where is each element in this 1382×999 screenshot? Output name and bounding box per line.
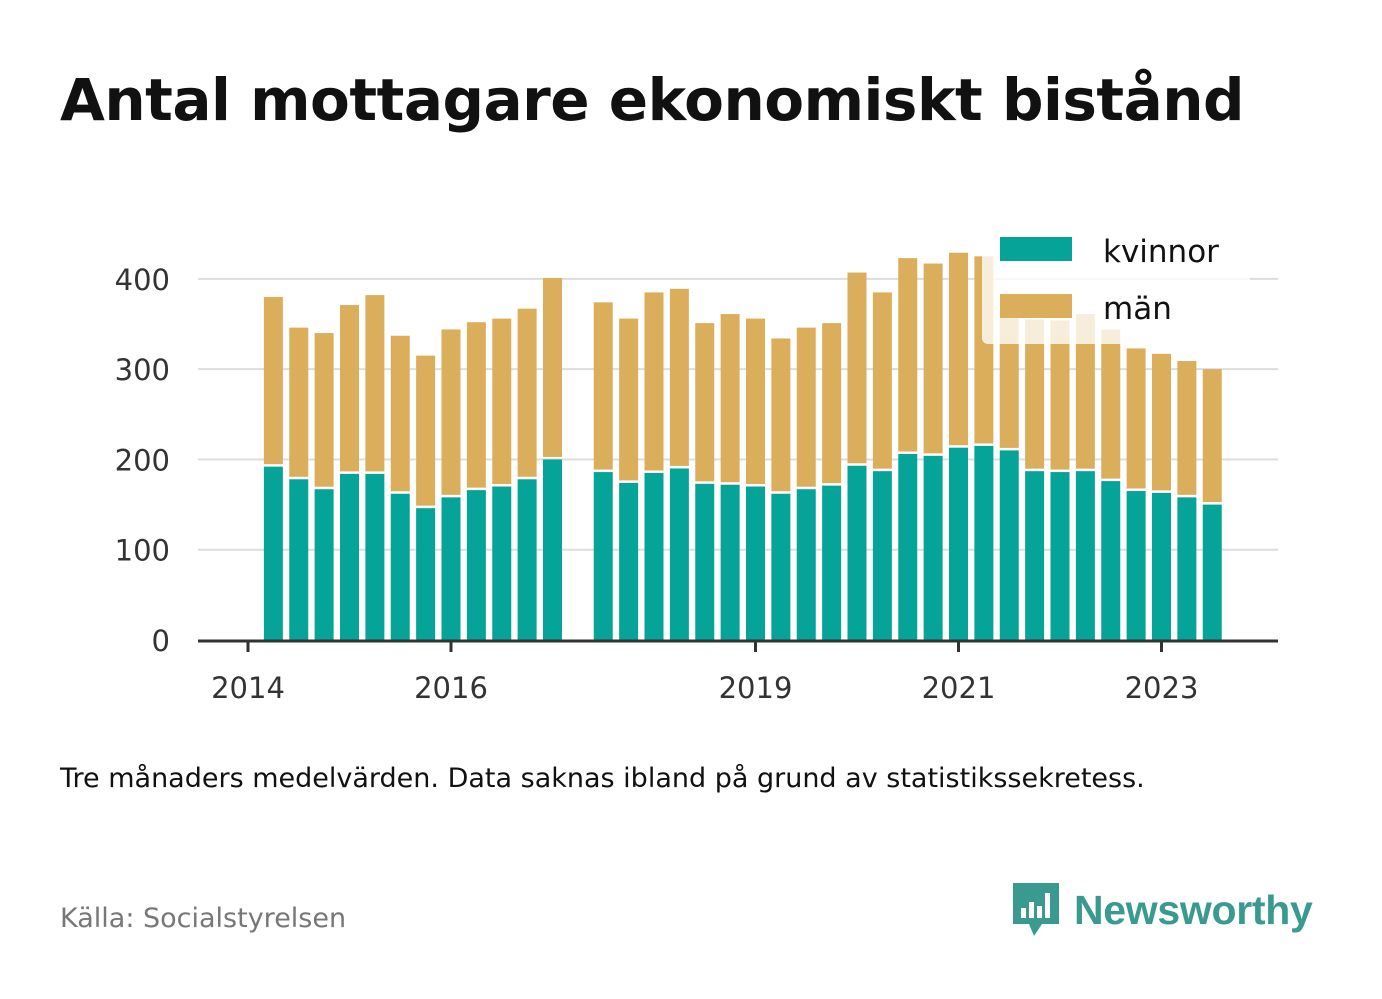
bar-kvinnor [872, 471, 892, 640]
bar-kvinnor [340, 473, 359, 640]
bar-kvinnor [543, 459, 562, 640]
chart-note: Tre månaders medelvärden. Data saknas ib… [60, 763, 1145, 794]
bar-kvinnor [1025, 471, 1045, 640]
bar-kvinnor [466, 490, 486, 640]
y-tick-label: 400 [115, 263, 170, 297]
bar-kvinnor [999, 450, 1019, 640]
bar-man [619, 318, 639, 481]
bar-man [847, 272, 867, 464]
bar-kvinnor [1126, 491, 1146, 640]
bar-man [1152, 353, 1171, 491]
y-axis: 0 100 200 300 400 [115, 263, 170, 658]
chart-title: Antal mottagare ekonomiskt bistånd [60, 66, 1245, 134]
bar-man [746, 318, 765, 485]
bar-man [923, 263, 943, 454]
bar-kvinnor [923, 455, 943, 640]
bar-kvinnor [720, 484, 740, 640]
bar-kvinnor [1177, 497, 1197, 640]
bar-man [822, 323, 842, 484]
bar-man [517, 308, 537, 477]
y-tick-label: 0 [152, 624, 170, 658]
bar-kvinnor [365, 473, 385, 640]
y-tick-label: 200 [115, 443, 170, 477]
bar-kvinnor [314, 489, 334, 640]
bar-man [1050, 320, 1070, 470]
bar-man [390, 335, 410, 492]
bar-man [466, 322, 486, 488]
source-text: Källa: Socialstyrelsen [60, 903, 347, 934]
bar-kvinnor [416, 508, 436, 640]
bar-man [1126, 348, 1146, 489]
brand-name: Newsworthy [1074, 886, 1313, 933]
bar-kvinnor [949, 447, 968, 640]
bar-man [771, 338, 791, 492]
bar-man [441, 329, 461, 495]
bar-man [796, 327, 816, 487]
bar-man [543, 277, 562, 457]
bar-man [669, 288, 689, 466]
bar-kvinnor [1152, 492, 1171, 640]
bar-kvinnor [796, 489, 816, 640]
bar-kvinnor [974, 445, 994, 640]
legend: kvinnor män [982, 222, 1250, 344]
bar-man [872, 292, 892, 469]
legend-label-kvinnor: kvinnor [1103, 234, 1219, 270]
bar-kvinnor [517, 479, 537, 640]
legend-label-man: män [1103, 291, 1172, 327]
y-tick-label: 100 [115, 534, 170, 568]
bar-kvinnor [898, 454, 918, 640]
x-tick-label: 2019 [719, 671, 793, 705]
legend-swatch-kvinnor [1000, 237, 1072, 261]
bar-kvinnor [1202, 504, 1222, 640]
chart: 0 100 200 300 400 2014 2016 2019 2021 2023 kvinn… [114, 222, 1278, 705]
bar-kvinnor [1075, 471, 1095, 640]
bar-kvinnor [1050, 472, 1070, 640]
x-tick-label: 2021 [922, 671, 996, 705]
bar-man [263, 296, 283, 465]
x-axis: 2014 2016 2019 2021 2023 [198, 639, 1278, 705]
x-tick-label: 2014 [211, 671, 285, 705]
bar-kvinnor [822, 485, 842, 640]
bar-kvinnor [492, 486, 512, 640]
bar-kvinnor [644, 472, 664, 640]
bar-kvinnor [441, 497, 461, 640]
bar-man [365, 295, 385, 472]
bar-man [898, 258, 918, 452]
bar-man [1202, 369, 1222, 503]
bar-kvinnor [390, 493, 410, 640]
x-tick-label: 2016 [414, 671, 488, 705]
bar-man [289, 327, 309, 477]
bar-kvinnor [619, 482, 639, 640]
chart-bubble-icon [1013, 883, 1059, 936]
bar-man [720, 314, 740, 483]
bar-man [1075, 314, 1095, 469]
bar-kvinnor [746, 486, 765, 640]
y-tick-label: 300 [115, 353, 170, 387]
bar-kvinnor [593, 472, 613, 640]
bar-man [695, 323, 715, 482]
bar-man [340, 305, 359, 472]
bar-man [1101, 329, 1121, 479]
bar-kvinnor [263, 466, 283, 640]
bar-man [314, 333, 334, 487]
bar-man [644, 292, 664, 471]
bar-kvinnor [289, 479, 309, 640]
x-tick-label: 2023 [1125, 671, 1199, 705]
bars [263, 252, 1222, 640]
bar-kvinnor [771, 493, 791, 640]
bar-kvinnor [695, 483, 715, 640]
bar-man [593, 302, 613, 470]
bar-man [1025, 319, 1045, 469]
brand-logo: Newsworthy [1010, 880, 1313, 940]
bar-man [999, 313, 1019, 448]
bar-man [492, 318, 512, 485]
bar-man [416, 355, 436, 506]
bar-kvinnor [847, 465, 867, 640]
legend-swatch-man [1000, 294, 1072, 318]
bar-kvinnor [1101, 481, 1121, 640]
bar-man [949, 252, 968, 446]
bar-kvinnor [669, 468, 689, 640]
bar-man [1177, 361, 1197, 495]
